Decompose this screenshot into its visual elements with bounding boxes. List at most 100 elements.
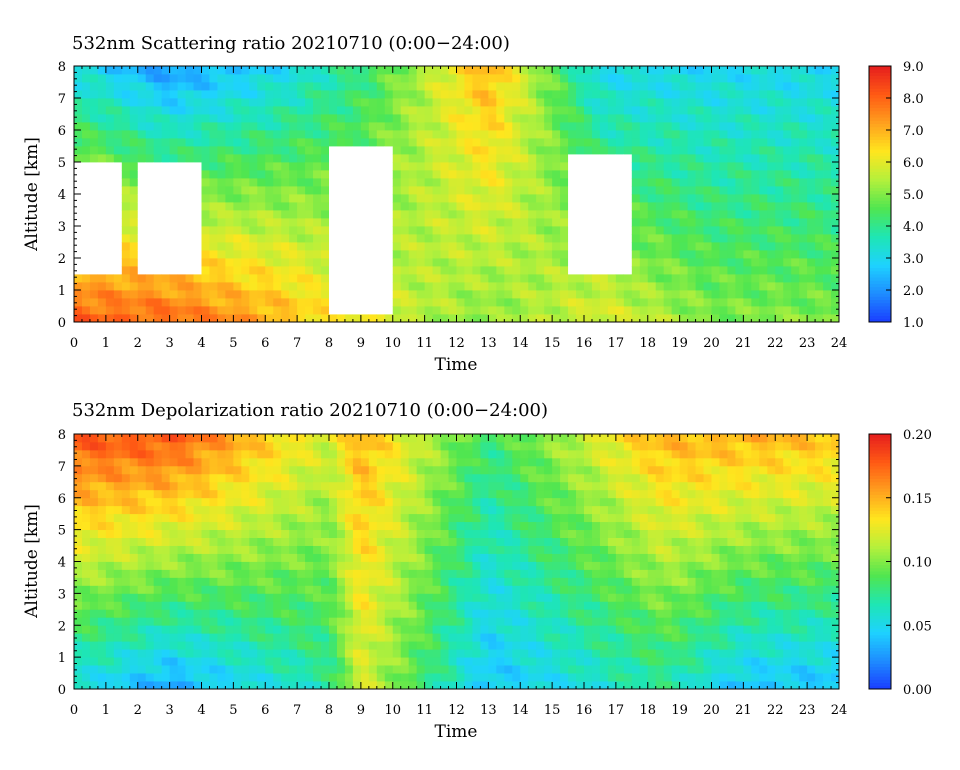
- heatmap-cell: [711, 194, 720, 203]
- heatmap-cell: [631, 266, 641, 275]
- heatmap-cell: [480, 186, 489, 195]
- heatmap-cell: [193, 473, 202, 483]
- heatmap-cell: [512, 226, 521, 235]
- colorbar-tick-label: 6.0: [903, 156, 924, 171]
- heatmap-cell: [225, 633, 234, 642]
- heatmap-cell: [480, 162, 489, 171]
- y-tick-label: 1: [58, 284, 66, 299]
- heatmap-cell: [655, 314, 665, 323]
- heatmap-cell: [209, 274, 218, 283]
- heatmap-cell: [321, 82, 330, 91]
- heatmap-cell: [631, 274, 641, 283]
- heatmap-cell: [289, 202, 298, 211]
- heatmap-cell: [281, 569, 290, 578]
- heatmap-cell: [360, 449, 370, 459]
- heatmap-cell: [329, 290, 338, 299]
- heatmap-cell: [815, 178, 824, 187]
- heatmap-cell: [695, 178, 704, 187]
- heatmap-cell: [225, 473, 234, 483]
- heatmap-cell: [607, 82, 617, 91]
- heatmap-cell: [225, 449, 234, 459]
- heatmap-cell: [823, 114, 832, 123]
- heatmap-cell: [735, 66, 744, 75]
- heatmap-cell: [352, 457, 362, 467]
- heatmap-cell: [233, 298, 242, 307]
- heatmap-cell: [129, 290, 139, 299]
- heatmap-cell: [743, 162, 752, 171]
- heatmap-cell: [735, 218, 744, 227]
- heatmap-cell: [344, 98, 354, 107]
- heatmap-cell: [376, 210, 386, 219]
- heatmap-cell: [552, 250, 561, 259]
- heatmap-cell: [368, 457, 378, 467]
- heatmap-cell: [305, 457, 314, 467]
- heatmap-cell: [392, 290, 402, 299]
- heatmap-cell: [384, 449, 394, 459]
- heatmap-cell: [217, 609, 226, 618]
- heatmap-cell: [121, 521, 131, 531]
- heatmap-cell: [74, 242, 83, 251]
- heatmap-cell: [647, 258, 657, 267]
- heatmap-cell: [305, 226, 314, 235]
- heatmap-cell: [97, 489, 107, 499]
- heatmap-cell: [313, 553, 322, 562]
- heatmap-cell: [376, 513, 386, 523]
- heatmap-cell: [329, 194, 338, 203]
- heatmap-cell: [241, 90, 250, 99]
- heatmap-cell: [352, 234, 362, 243]
- heatmap-cell: [360, 537, 370, 546]
- heatmap-cell: [560, 234, 569, 243]
- heatmap-cell: [711, 290, 720, 299]
- heatmap-cell: [360, 665, 370, 674]
- heatmap-cell: [129, 186, 139, 195]
- heatmap-cell: [297, 66, 306, 75]
- heatmap-cell: [480, 106, 489, 115]
- heatmap-cell: [249, 577, 258, 586]
- heatmap-cell: [400, 266, 410, 275]
- heatmap-cell: [344, 146, 354, 155]
- heatmap-cell: [480, 170, 489, 179]
- heatmap-cell: [281, 625, 290, 634]
- heatmap-cell: [360, 306, 370, 315]
- heatmap-cell: [599, 242, 609, 251]
- heatmap-cell: [336, 266, 346, 275]
- heatmap-cell: [105, 314, 115, 323]
- heatmap-cell: [217, 593, 226, 602]
- heatmap-cell: [281, 545, 290, 554]
- heatmap-cell: [360, 561, 370, 570]
- heatmap-cell: [336, 505, 346, 515]
- heatmap-cell: [552, 98, 561, 107]
- heatmap-cell: [209, 226, 218, 235]
- heatmap-cell: [703, 66, 712, 75]
- heatmap-cell: [352, 98, 362, 107]
- heatmap-cell: [360, 657, 370, 666]
- heatmap-cell: [384, 82, 394, 91]
- heatmap-cell: [783, 298, 792, 307]
- heatmap-cell: [217, 106, 226, 115]
- heatmap-cell: [305, 665, 314, 674]
- heatmap-cell: [584, 114, 593, 123]
- heatmap-cell: [679, 266, 688, 275]
- heatmap-cell: [488, 226, 497, 235]
- heatmap-cell: [615, 130, 625, 139]
- heatmap-cell: [376, 657, 386, 666]
- heatmap-cell: [440, 609, 449, 618]
- heatmap-cell: [719, 218, 728, 227]
- heatmap-cell: [631, 306, 641, 315]
- heatmap-cell: [153, 66, 163, 75]
- heatmap-cell: [584, 250, 593, 259]
- heatmap-cell: [695, 122, 704, 131]
- heatmap-cell: [440, 681, 449, 690]
- heatmap-cell: [512, 98, 521, 107]
- heatmap-cell: [679, 98, 688, 107]
- heatmap-cell: [289, 657, 298, 666]
- heatmap-cell: [89, 202, 99, 211]
- heatmap-cell: [185, 122, 194, 131]
- heatmap-cell: [568, 178, 577, 187]
- heatmap-cell: [735, 106, 744, 115]
- heatmap-cell: [185, 226, 194, 235]
- heatmap-cell: [153, 202, 163, 211]
- heatmap-cell: [289, 138, 298, 147]
- heatmap-cell: [289, 521, 298, 531]
- heatmap-cell: [241, 505, 250, 515]
